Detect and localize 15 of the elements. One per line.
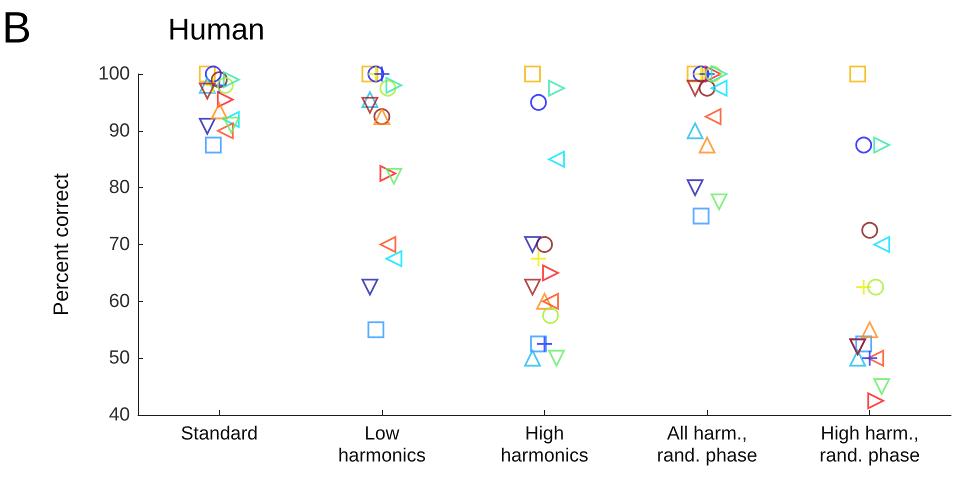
- y-tick-label: 90: [108, 120, 130, 142]
- chart-title: Human: [168, 14, 265, 46]
- y-tick-label: 40: [108, 404, 130, 426]
- y-tick-label: 50: [108, 348, 130, 369]
- y-tick-label: 80: [108, 177, 130, 198]
- x-tick-label: All harm., rand. phase: [656, 424, 758, 466]
- x-tick-label: High harmonics: [500, 424, 588, 466]
- y-tick-label: 100: [98, 64, 130, 84]
- x-tick-label: Standard: [180, 424, 258, 444]
- y-axis-title: Percent correct: [50, 173, 73, 316]
- x-tick-label: High harm., rand. phase: [820, 424, 920, 466]
- y-tick-label: 60: [108, 290, 130, 312]
- y-tick-label: 70: [108, 234, 130, 255]
- x-tick-label: Low harmonics: [338, 424, 426, 466]
- text: B: [2, 4, 32, 52]
